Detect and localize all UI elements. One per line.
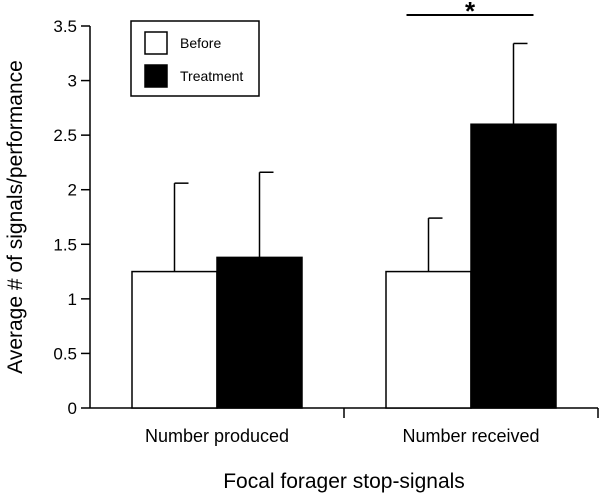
legend-swatch-treatment <box>144 64 168 88</box>
significance-star: * <box>465 0 476 26</box>
y-tick-label: 0.5 <box>53 344 77 363</box>
error-bars <box>173 42 528 272</box>
x-axis: Number produced Number received <box>90 407 599 446</box>
y-tick-label: 1 <box>68 290 77 309</box>
y-axis-title: Average # of signals/performance <box>4 60 27 374</box>
legend-swatch-before <box>144 31 168 55</box>
legend-box <box>130 20 260 97</box>
y-tick-label: 3.5 <box>53 17 77 36</box>
bar-treatment-1 <box>470 123 557 409</box>
bar-before-1 <box>385 270 472 409</box>
y-tick-label: 2.5 <box>53 126 77 145</box>
legend-label-treatment: Treatment <box>180 68 243 84</box>
significance-annotation: * <box>406 0 534 26</box>
y-tick-label: 0 <box>68 399 77 418</box>
y-axis: 0 0.5 1 1.5 2 2.5 3 3.5 <box>53 17 91 418</box>
y-ticks: 0 0.5 1 1.5 2 2.5 3 3.5 <box>53 17 90 418</box>
legend-label-before: Before <box>180 35 221 51</box>
bars <box>131 123 557 409</box>
bar-treatment-0 <box>216 256 303 409</box>
y-tick-label: 2 <box>68 181 77 200</box>
x-category-labels: Number produced Number received <box>145 426 540 446</box>
x-axis-title: Focal forager stop-signals <box>223 470 465 493</box>
x-category-label: Number produced <box>145 426 289 446</box>
legend: Before Treatment <box>130 20 260 97</box>
y-tick-label: 3 <box>68 72 77 91</box>
y-tick-label: 1.5 <box>53 235 77 254</box>
x-category-label: Number received <box>402 426 539 446</box>
bar-before-0 <box>131 270 218 409</box>
